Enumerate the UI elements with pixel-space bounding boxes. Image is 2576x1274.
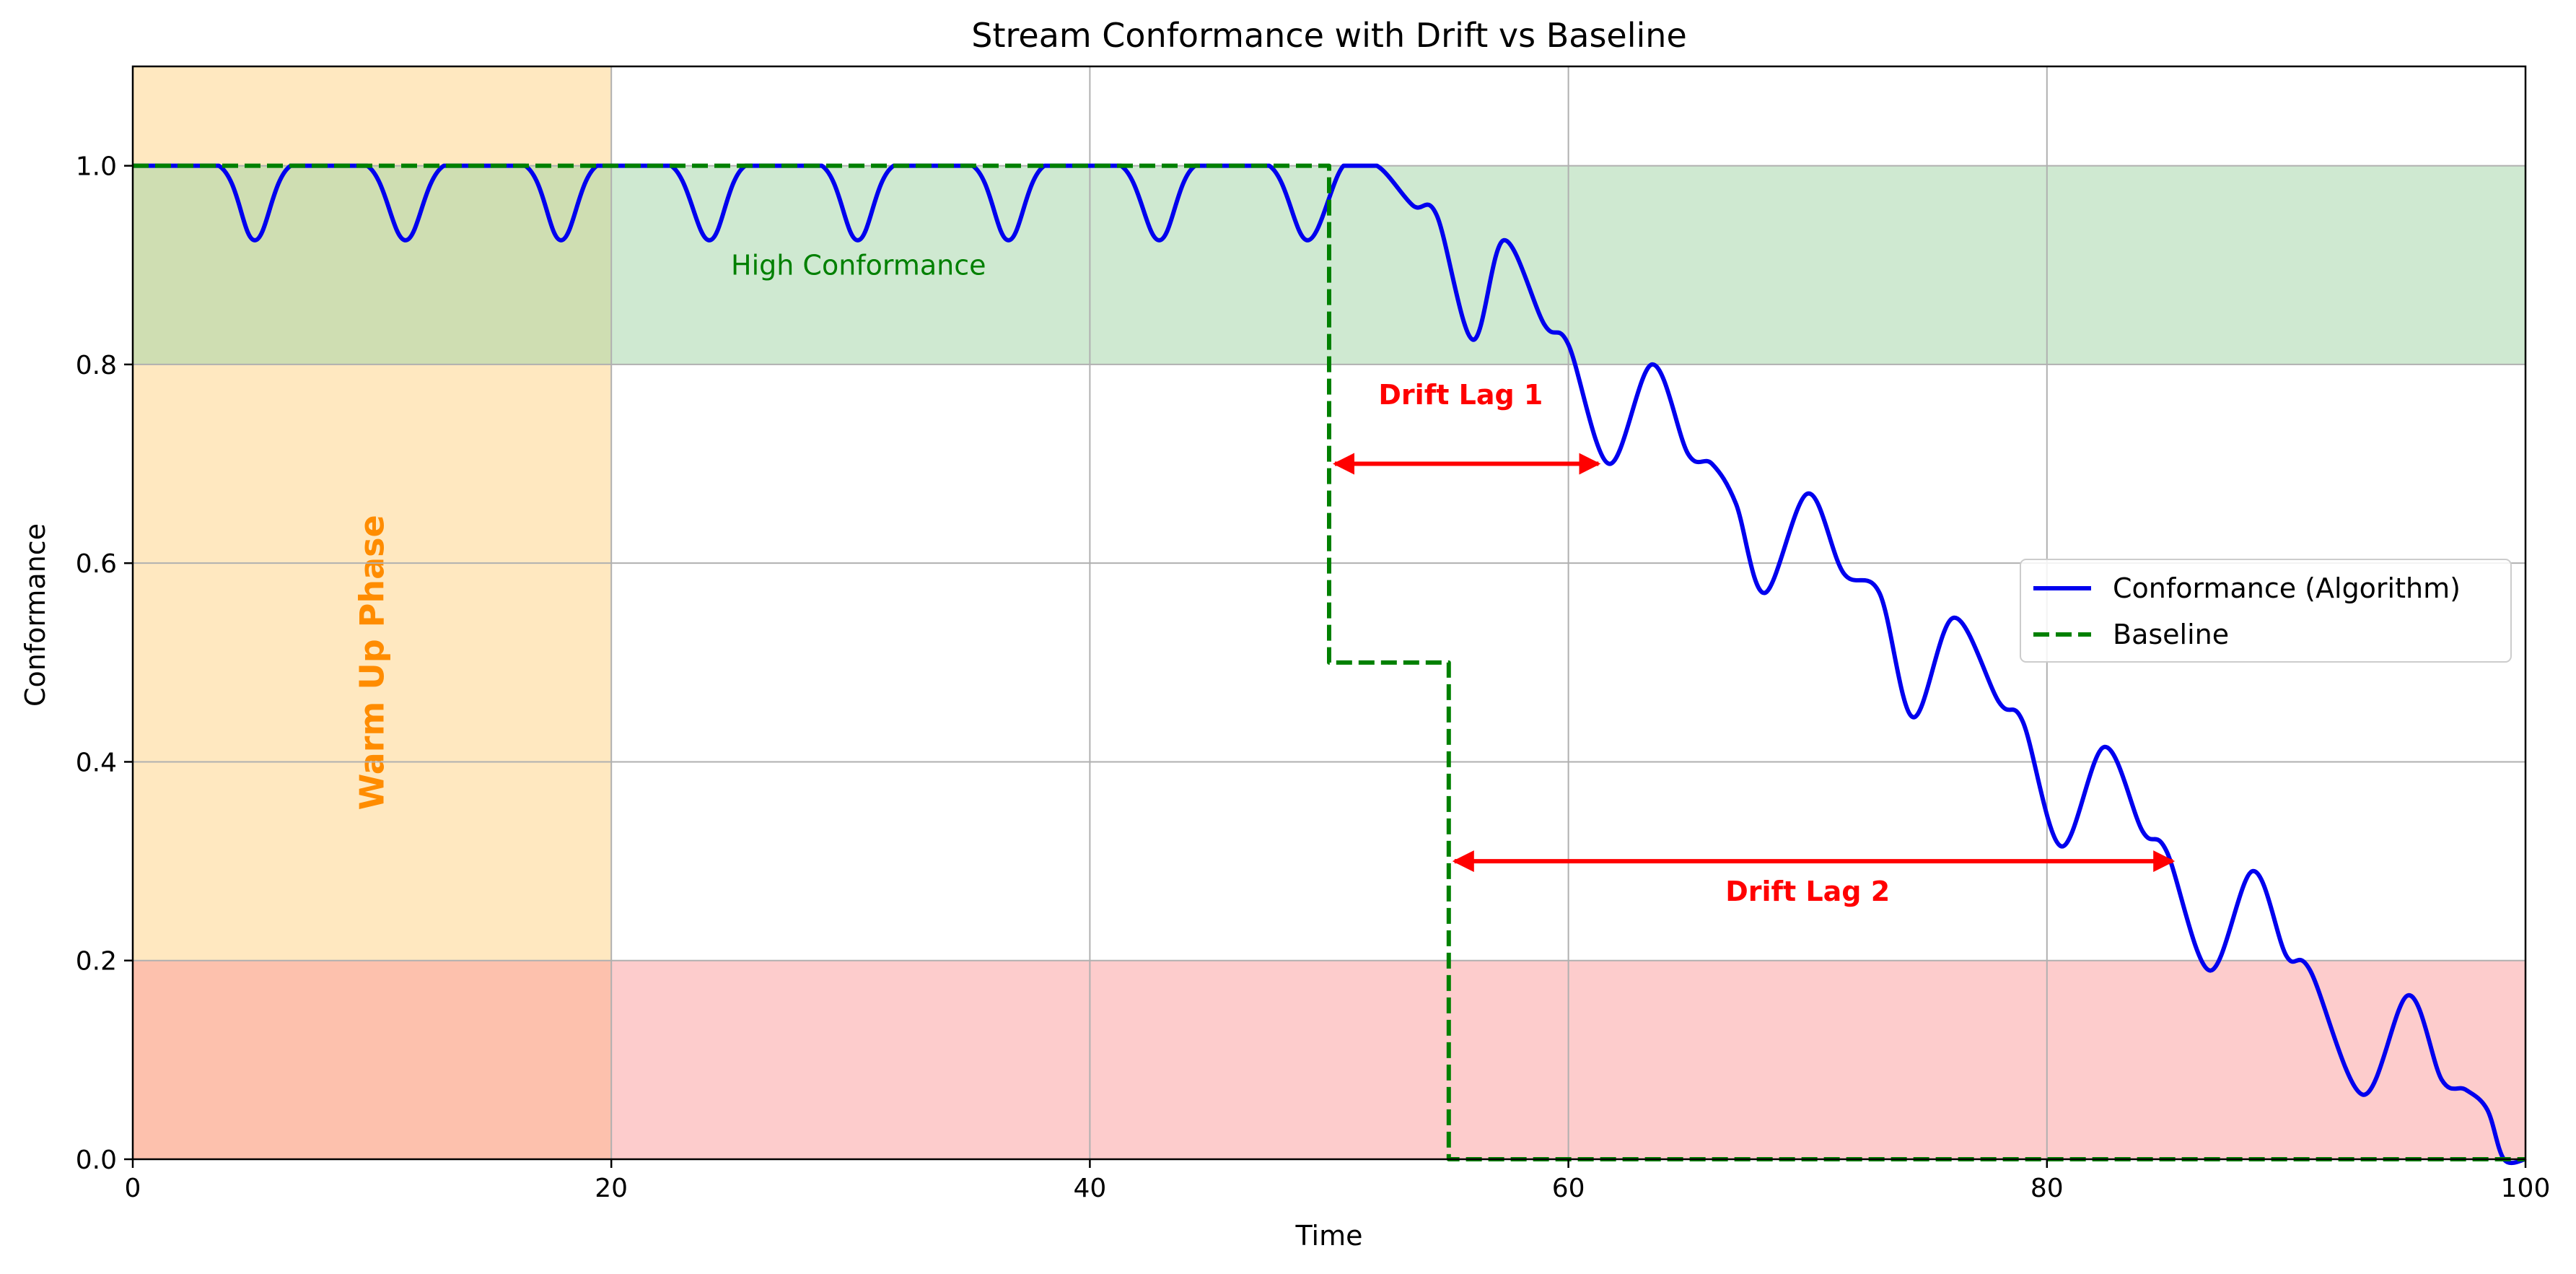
drift-lag-label-2: Drift Lag 2 — [1725, 876, 1890, 907]
annotations: Drift Lag 1 Drift Lag 2 — [1333, 379, 2176, 907]
y-axis-label: Conformance — [19, 523, 51, 707]
y-tick-label-5: 1.0 — [76, 152, 117, 182]
x-tick-label-1: 20 — [595, 1174, 628, 1203]
x-axis-label: Time — [1295, 1220, 1363, 1252]
legend: Conformance (Algorithm) Baseline — [2020, 559, 2512, 663]
axis-ticks: 0 20 40 60 80 100 0.0 0.2 0.4 0.6 0.8 1.0 — [76, 152, 2551, 1203]
y-tick-label-0: 0.0 — [76, 1146, 117, 1175]
legend-label-0: Conformance (Algorithm) — [2113, 572, 2461, 604]
high-conformance-label: High Conformance — [731, 249, 986, 281]
chart-title: Stream Conformance with Drift vs Baselin… — [971, 16, 1687, 55]
shaded-regions: Warm Up Phase High Conformance — [133, 66, 2525, 1159]
y-tick-label-1: 0.2 — [76, 947, 117, 977]
x-tick-label-2: 40 — [1073, 1174, 1106, 1203]
x-tick-label-4: 80 — [2030, 1174, 2064, 1203]
x-tick-label-5: 100 — [2501, 1174, 2551, 1203]
x-tick-label-3: 60 — [1552, 1174, 1585, 1203]
y-tick-label-4: 0.8 — [76, 351, 117, 380]
legend-box — [2020, 559, 2512, 663]
shaded-region-2 — [133, 960, 2525, 1159]
plot-frame — [131, 65, 2527, 1161]
warm-up-phase-label: Warm Up Phase — [353, 515, 392, 810]
y-tick-label-2: 0.4 — [76, 748, 117, 777]
y-tick-label-3: 0.6 — [76, 549, 117, 579]
legend-label-1: Baseline — [2113, 619, 2229, 650]
drift-lag-label-1: Drift Lag 1 — [1378, 379, 1543, 411]
x-tick-label-0: 0 — [125, 1174, 141, 1203]
